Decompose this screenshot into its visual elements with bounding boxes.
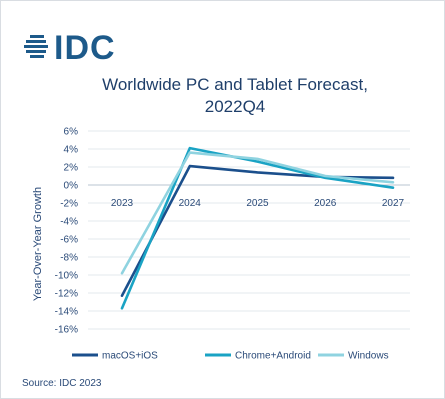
series-lines: [120, 146, 395, 310]
source-note: Source: IDC 2023: [22, 378, 102, 389]
logo-text: IDC: [54, 29, 116, 67]
y-tick-label: -12%: [55, 289, 78, 300]
x-tick-label: 2024: [179, 198, 202, 209]
chart-subtitle: 2022Q4: [204, 97, 266, 116]
y-tick-label: -4%: [60, 217, 78, 228]
y-tick-label: 4%: [64, 145, 79, 156]
y-tick-label: -6%: [60, 235, 78, 246]
x-tick-label: 2027: [382, 198, 405, 209]
y-tick-label: -2%: [60, 199, 78, 210]
legend-label: Windows: [348, 351, 389, 362]
x-tick-label: 2023: [111, 198, 134, 209]
x-axis-ticks: 2023 2024 2025 2026 2027: [111, 198, 405, 209]
y-tick-label: 2%: [64, 163, 79, 174]
legend-label: Chrome+Android: [235, 351, 311, 362]
idc-globe-logo-icon: [24, 35, 48, 58]
x-tick-label: 2026: [314, 198, 337, 209]
legend: macOS+iOS Chrome+Android Windows: [72, 351, 389, 362]
x-tick-label: 2025: [246, 198, 269, 209]
legend-label: macOS+iOS: [102, 351, 158, 362]
series-line-1: [120, 146, 395, 310]
gridlines: [88, 130, 410, 330]
y-tick-label: -14%: [55, 307, 78, 318]
chart-title: Worldwide PC and Tablet Forecast,: [102, 75, 368, 94]
y-tick-label: 0%: [64, 181, 79, 192]
y-tick-label: -8%: [60, 253, 78, 264]
series-line-0: [120, 164, 395, 298]
y-tick-label: -16%: [55, 325, 78, 336]
y-tick-label: -10%: [55, 271, 78, 282]
series-line-2: [120, 151, 395, 275]
y-axis-label: Year-Over-Year Growth: [32, 187, 44, 301]
idc-logo: IDC: [22, 28, 116, 68]
y-tick-label: 6%: [64, 127, 79, 138]
y-axis-ticks: 6% 4% 2% 0% -2% -4% -6% -8% -10% -12% -14% -16%: [55, 127, 78, 336]
